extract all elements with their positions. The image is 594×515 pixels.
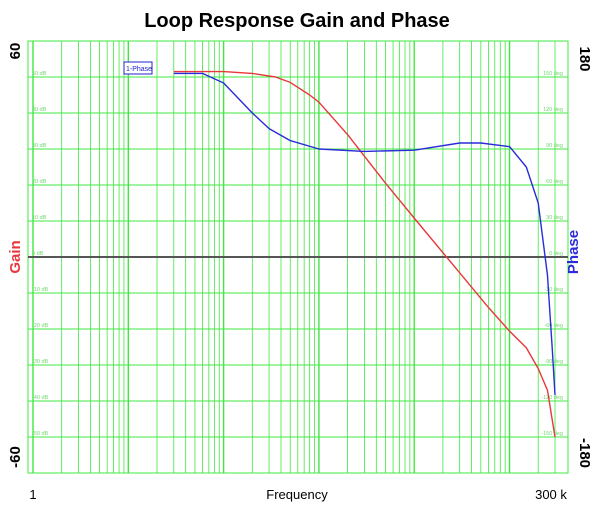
y-left-min-label: -60 — [7, 446, 24, 468]
faint-phase-tick: 150 deg — [543, 71, 563, 77]
faint-tick-labels: -50 dB -40 dB -30 dB -20 dB -10 dB 0 dB 10 dB 2… — [32, 71, 563, 437]
faint-gain-tick: 30 dB — [32, 143, 47, 149]
faint-gain-tick: -50 dB — [32, 431, 49, 437]
faint-phase-tick: 120 deg — [543, 107, 563, 113]
faint-phase-tick: 30 deg — [546, 215, 563, 221]
x-axis-title: Frequency — [266, 487, 328, 502]
faint-phase-tick: -150 deg — [541, 431, 563, 437]
chart-title: Loop Response Gain and Phase — [144, 10, 450, 32]
faint-phase-tick: 60 deg — [546, 179, 563, 185]
legend-box — [123, 61, 153, 75]
y-right-axis-title: Phase — [565, 230, 582, 274]
faint-gain-tick: 0 dB — [32, 251, 44, 257]
faint-gain-tick: -10 dB — [32, 287, 49, 293]
faint-gain-tick: 50 dB — [32, 71, 47, 77]
y-left-max-label: 60 — [7, 43, 24, 60]
x-tick-right-label: 300 k — [535, 487, 567, 502]
faint-phase-tick: -30 deg — [544, 287, 563, 293]
faint-phase-tick: 90 deg — [546, 143, 563, 149]
faint-phase-tick: 0 deg — [549, 251, 563, 257]
phase-series-line — [173, 72, 556, 396]
y-right-max-label: 180 — [576, 46, 593, 71]
y-right-min-label: -180 — [576, 438, 593, 468]
legend: 1-Phase — [123, 61, 153, 75]
series-group — [173, 70, 556, 438]
faint-phase-tick: -120 deg — [541, 395, 563, 401]
faint-phase-tick: -60 deg — [544, 323, 563, 329]
gain-series-line — [173, 70, 556, 438]
faint-gain-tick: -20 dB — [32, 323, 49, 329]
faint-gain-tick: -40 dB — [32, 395, 49, 401]
faint-gain-tick: 10 dB — [32, 215, 47, 221]
y-left-axis-title: Gain — [7, 240, 24, 273]
legend-label: 1-Phase — [126, 66, 152, 73]
faint-gain-tick: 20 dB — [32, 179, 47, 185]
x-tick-left-label: 1 — [29, 487, 36, 502]
faint-gain-tick: 40 dB — [32, 107, 47, 113]
faint-gain-tick: -30 dB — [32, 359, 49, 365]
